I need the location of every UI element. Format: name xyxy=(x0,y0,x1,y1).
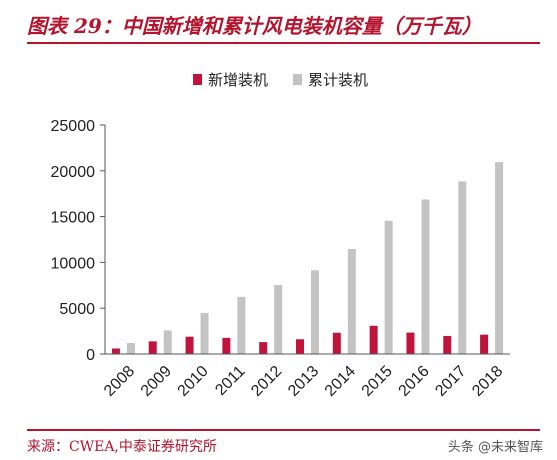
cumulative-capacity-bar xyxy=(421,199,430,354)
x-tick-label: 2015 xyxy=(359,363,396,400)
x-tick-label: 2018 xyxy=(469,363,506,400)
new-capacity-bar xyxy=(296,339,304,354)
x-tick-label: 2013 xyxy=(285,363,322,400)
x-tick-label: 2009 xyxy=(138,363,175,400)
new-capacity-bar xyxy=(222,337,231,354)
x-tick-label: 2012 xyxy=(248,363,285,400)
x-tick-label: 2016 xyxy=(396,363,433,400)
y-tick-label: 5000 xyxy=(59,301,95,318)
source-divider xyxy=(27,429,540,431)
source-note: 来源：CWEA,中泰证券研究所 xyxy=(27,439,217,455)
cumulative-capacity-bar xyxy=(347,249,356,354)
legend-label-new: 新增装机 xyxy=(208,71,268,89)
cumulative-capacity-bar xyxy=(237,296,246,354)
y-tick-label: 25000 xyxy=(51,118,96,135)
y-tick-label: 10000 xyxy=(51,255,96,272)
legend-swatch-new xyxy=(193,74,202,85)
new-capacity-bar xyxy=(259,342,268,354)
cumulative-capacity-bar xyxy=(311,270,319,354)
legend-swatch-cumulative xyxy=(293,74,302,85)
x-tick-label: 2008 xyxy=(101,363,138,400)
x-tick-label: 2017 xyxy=(432,363,469,400)
cumulative-capacity-bar xyxy=(384,220,393,354)
y-tick-label: 0 xyxy=(86,347,95,364)
cumulative-capacity-bar xyxy=(126,343,135,354)
new-capacity-bar xyxy=(148,341,157,354)
new-capacity-bar xyxy=(332,332,341,354)
legend-label-cumulative: 累计装机 xyxy=(308,71,368,89)
x-axis: 2008 2009 2010 2011 2012 2013 2014 2015 2016 2017… xyxy=(101,353,510,400)
new-capacity-bar xyxy=(406,332,415,354)
y-tick-label: 15000 xyxy=(51,210,96,227)
new-capacity-bar xyxy=(480,334,489,354)
x-tick-label: 2010 xyxy=(175,363,212,400)
x-tick-label: 2011 xyxy=(212,363,248,399)
chart-legend: 新增装机 累计装机 xyxy=(193,71,368,89)
cumulative-capacity-bar xyxy=(200,313,209,354)
y-tick-label: 20000 xyxy=(51,164,96,181)
chart-title: 图表 29：中国新增和累计风电装机容量（万千瓦） xyxy=(27,14,482,38)
bars xyxy=(111,162,504,354)
cumulative-capacity-bar xyxy=(495,162,504,354)
title-divider xyxy=(27,42,540,44)
new-capacity-bar xyxy=(111,348,120,354)
cumulative-capacity-bar xyxy=(458,181,467,354)
cumulative-capacity-bar xyxy=(274,285,283,354)
new-capacity-bar xyxy=(443,335,452,354)
cumulative-capacity-bar xyxy=(163,330,172,354)
watermark: 头条 @未来智库 xyxy=(447,440,543,455)
x-tick-label: 2014 xyxy=(322,363,359,400)
y-axis: 0 5000 10000 15000 20000 25000 xyxy=(51,118,106,364)
new-capacity-bar xyxy=(369,325,378,354)
new-capacity-bar xyxy=(185,336,194,354)
